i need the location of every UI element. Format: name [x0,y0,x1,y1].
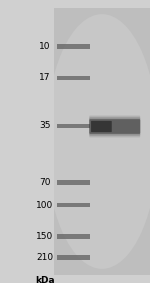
Ellipse shape [46,14,150,269]
Text: 70: 70 [39,178,51,187]
Bar [57,203,90,207]
Text: 150: 150 [36,232,54,241]
FancyBboxPatch shape [89,117,140,136]
Text: 35: 35 [39,121,51,130]
Bar [57,44,90,49]
Bar [57,76,90,80]
FancyBboxPatch shape [89,119,140,134]
Text: 10: 10 [39,42,51,51]
Bar [57,124,90,128]
Bar [57,180,90,185]
Text: 17: 17 [39,73,51,82]
FancyBboxPatch shape [91,121,112,132]
Text: 100: 100 [36,201,54,210]
FancyBboxPatch shape [89,115,140,138]
Bar [57,234,90,239]
Text: 210: 210 [36,253,54,262]
Bar [54,8,150,275]
Text: kDa: kDa [35,276,55,283]
Bar [57,255,90,260]
